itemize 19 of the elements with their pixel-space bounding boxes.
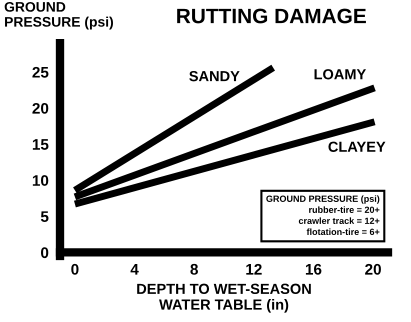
x-tick-label: 8: [190, 264, 198, 275]
y-tick-label: 0: [41, 247, 48, 258]
y-tick-label: 5: [40, 211, 48, 222]
y-tick-label: 20: [32, 102, 48, 114]
y-tick-label: 10: [32, 175, 48, 186]
y-tick-label: 15: [32, 139, 48, 150]
series-label: CLAYEY: [328, 142, 386, 152]
x-tick-label: 16: [306, 264, 322, 275]
x-tick-label: 4: [130, 264, 139, 275]
y-tick-label: 25: [32, 66, 48, 78]
x-tick-label: 20: [365, 264, 381, 275]
x-tick-label: 12: [246, 264, 262, 275]
x-tick-label: 0: [71, 264, 79, 275]
x-axis-title: DEPTH TO WET-SEASON WATER TABLE (in): [137, 284, 311, 313]
series-label: LOAMY: [314, 69, 366, 80]
annotation: GROUND PRESSURE (psi) rubber-tire = 20+ crawler track = 12+ flotation-tire = 6+: [266, 195, 380, 236]
chart-title: RUTTING DAMAGE: [177, 8, 366, 24]
y-axis-title: GROUND PRESSURE (psi): [4, 2, 114, 30]
series-label: SANDY: [189, 70, 240, 82]
